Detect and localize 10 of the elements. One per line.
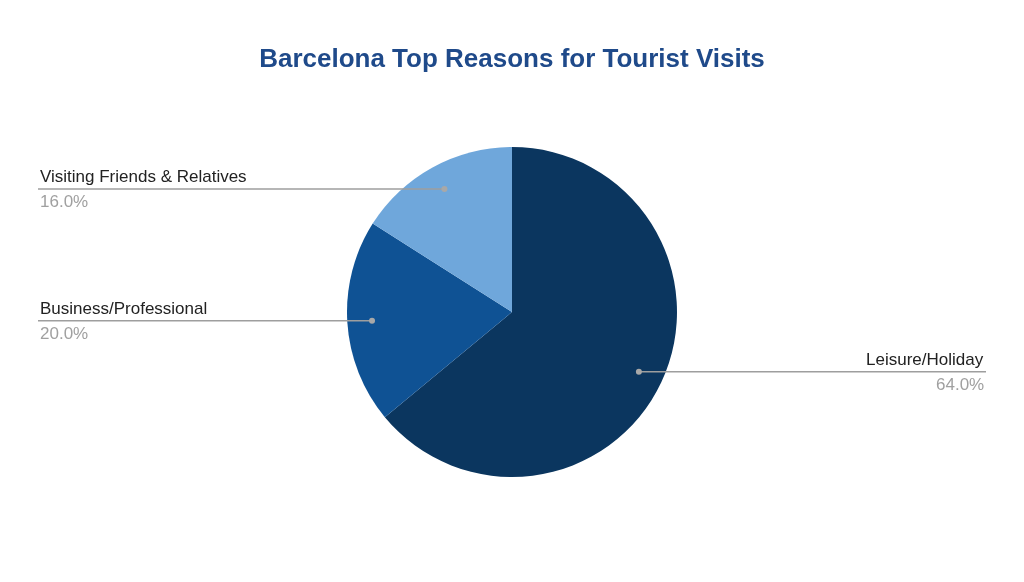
slice-label: Business/Professional [40,299,208,318]
slice-label: Leisure/Holiday [866,350,984,369]
data-label: 20.0% [40,324,89,343]
pie-slice [372,147,512,312]
pie-slice [347,223,512,418]
data-label: 16.0% [40,192,89,211]
pie-slice [384,147,677,477]
data-label: 64.0% [936,375,985,394]
slice-label: Visiting Friends & Relatives [40,167,247,186]
chart-title: Barcelona Top Reasons for Tourist Visits [259,43,765,74]
